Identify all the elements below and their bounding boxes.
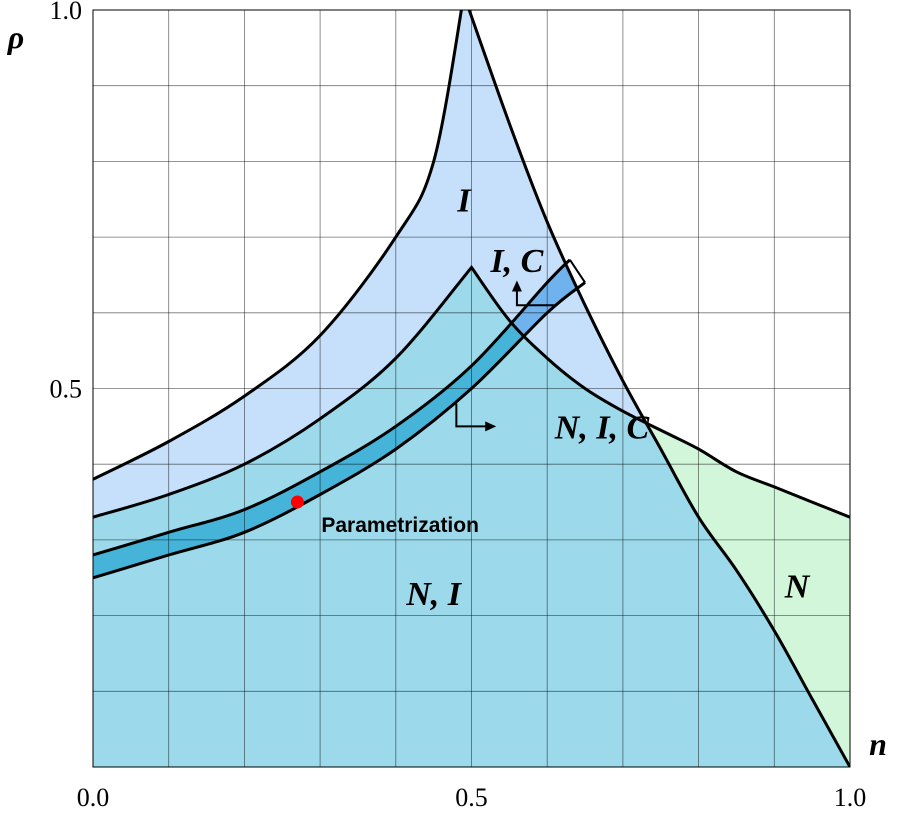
curve-C-upper: [93, 258, 571, 557]
y-tick-label-1: 1.0: [50, 0, 83, 25]
region-N-I-C-fill: [93, 267, 586, 578]
parametrization-label: Parametrization: [321, 514, 479, 537]
x-tick-label-0: 0.0: [77, 783, 110, 812]
region-label-N: N: [784, 568, 811, 605]
curve-N-boundary: [93, 264, 850, 519]
region-label-N-I: N, I: [405, 576, 463, 613]
region-label-N-I-C: N, I, C: [554, 409, 650, 446]
annotation-arrowhead-1: [485, 421, 497, 432]
curve-C-cap: [569, 259, 586, 284]
x-tick-label-2: 1.0: [834, 783, 867, 812]
y-tick-label-0: 0.5: [50, 375, 83, 404]
region-N-I-C-group: [93, 267, 586, 578]
x-tick-label-1: 0.5: [455, 783, 488, 812]
curve-I-boundary: [93, 10, 850, 767]
region-label-I-C: I, C: [489, 243, 543, 280]
curve-C-lower: [93, 281, 586, 580]
plot-frame: [92, 9, 851, 768]
annotation-arrow-1: [455, 403, 495, 428]
region-label-I: I: [456, 182, 472, 219]
x-axis-label: n: [869, 726, 887, 762]
parametrization-point: [290, 495, 304, 509]
y-axis-label: ρ: [7, 19, 24, 55]
annotation-arrowhead-0: [511, 280, 522, 292]
boundary-curves: [93, 10, 850, 767]
